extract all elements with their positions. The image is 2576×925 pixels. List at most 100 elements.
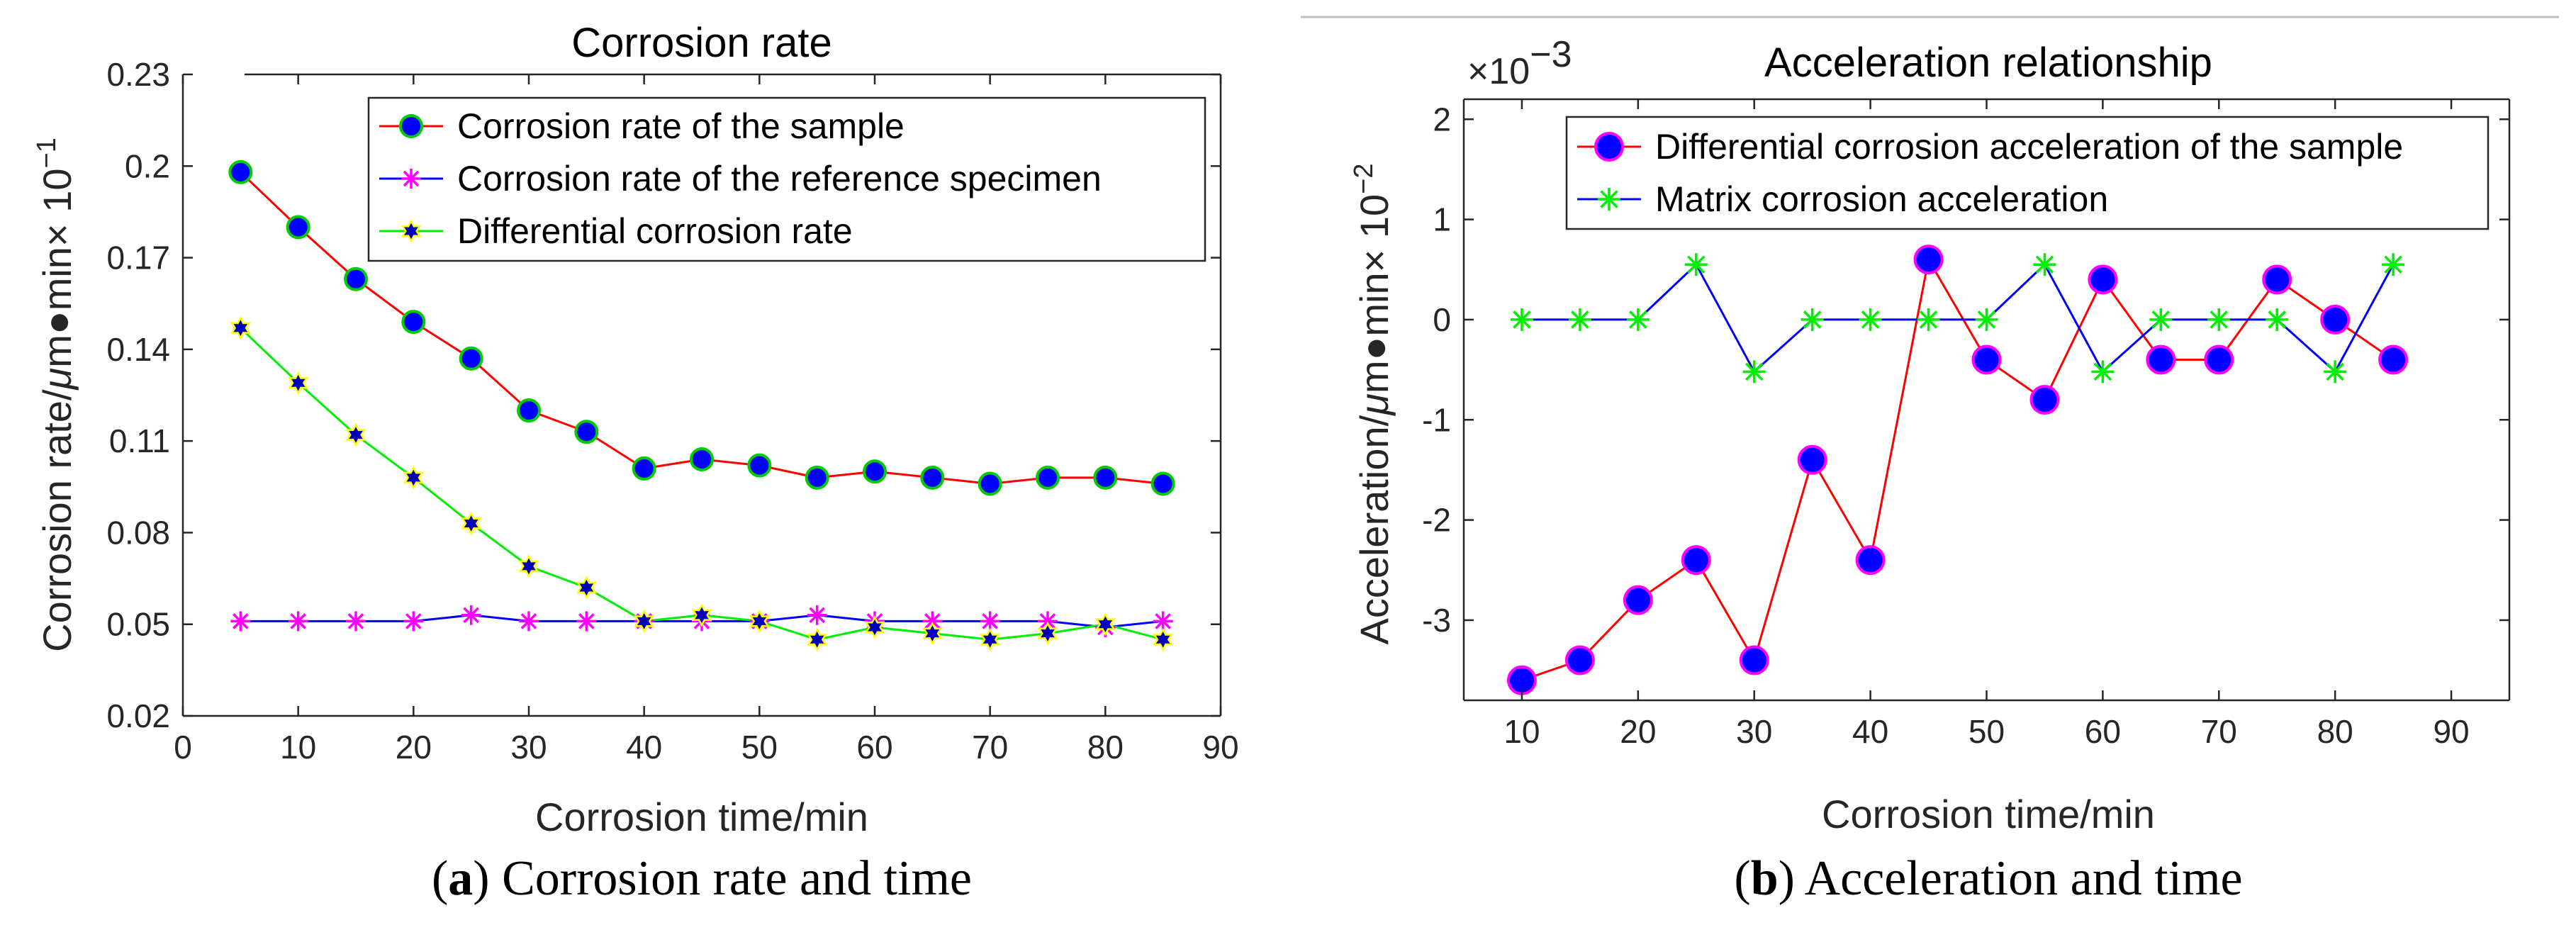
data-point-s2-8	[691, 603, 712, 627]
data-point-s0-14	[2320, 304, 2351, 335]
data-point-s1-3	[403, 611, 424, 632]
chart-a-y-label-main: Corrosion rate/	[35, 389, 79, 652]
x-tick-label: 0	[174, 729, 192, 766]
data-point-s2-11	[864, 615, 885, 639]
y-tick-label: 0.08	[106, 514, 170, 551]
chart-b-x-label: Corrosion time/min	[1822, 792, 2155, 836]
data-point-s0-10	[2088, 264, 2118, 295]
data-point-s0-11	[863, 459, 887, 484]
data-point-s1-4	[1742, 360, 1766, 383]
legend-label-0: Corrosion rate of the sample	[457, 106, 905, 146]
chart-b: 10 20 30 40 50 60 70 80 90 -3 -2 -1 0 1 2 Acceleratio…	[1349, 34, 2511, 906]
data-point-s2-12	[922, 621, 943, 646]
data-point-s0-3	[401, 310, 426, 335]
y-tick-label: 0.05	[106, 606, 170, 643]
x-tick-label: 80	[2317, 713, 2353, 750]
data-point-s1-10	[2091, 360, 2115, 383]
data-point-s0-12	[2204, 344, 2234, 375]
data-point-s1-2	[1626, 308, 1650, 331]
x-tick-label: 30	[510, 729, 547, 766]
data-point-s2-6	[576, 576, 597, 600]
data-point-s0-5	[517, 398, 541, 423]
legend-marker-0	[1594, 132, 1624, 162]
data-point-s1-11	[2149, 308, 2173, 331]
chart-b-caption-open: (	[1734, 851, 1750, 906]
x-tick-label: 40	[626, 729, 662, 766]
x-tick-label: 60	[2085, 713, 2121, 750]
data-point-s0-4	[459, 346, 483, 371]
chart-a-y-label-rest: m●min× 10	[35, 169, 79, 368]
legend-label-1: Corrosion rate of the reference specimen	[457, 159, 1102, 198]
y-tick-label: -2	[1422, 502, 1451, 539]
chart-b-x-ticks: 10 20 30 40 50 60 70 80 90	[1503, 99, 2470, 750]
data-point-s1-0	[1510, 308, 1533, 331]
chart-a-caption-text: Corrosion rate and time	[502, 851, 972, 906]
x-tick-label: 10	[280, 729, 316, 766]
x-tick-label: 50	[741, 729, 778, 766]
legend-marker-1	[1598, 188, 1620, 211]
data-point-s1-8	[1975, 308, 1998, 331]
data-point-s0-12	[920, 465, 945, 490]
chart-b-caption-text: Acceleration and time	[1805, 851, 2243, 906]
chart-a-y-label-exp: −1	[32, 138, 62, 168]
data-point-s1-13	[2266, 308, 2289, 331]
data-point-s0-15	[1093, 465, 1118, 490]
chart-a-y-ticks: 0.02 0.05 0.08 0.11 0.14 0.17 0.2 0.23	[106, 56, 1221, 734]
y-tick-label: 1	[1433, 201, 1451, 238]
data-point-s1-14	[2324, 360, 2347, 383]
chart-a-y-label-mu: μ	[35, 368, 79, 391]
data-point-s1-12	[2207, 308, 2231, 331]
y-tick-label: 0.2	[125, 147, 170, 184]
chart-b-caption-close: )	[1779, 851, 1805, 906]
data-point-s0-0	[1506, 665, 1537, 695]
x-tick-label: 20	[396, 729, 432, 766]
x-tick-label: 80	[1087, 729, 1124, 766]
data-point-s0-3	[1681, 545, 1711, 576]
data-point-s0-5	[1797, 444, 1827, 475]
chart-b-legend-box	[1565, 116, 2490, 230]
data-point-s1-5	[1801, 308, 1824, 331]
y-tick-label: 2	[1433, 101, 1451, 138]
data-point-s0-10	[805, 465, 829, 490]
chart-b-series	[1506, 245, 2409, 695]
data-point-s0-2	[1623, 585, 1653, 615]
x-tick-label: 90	[1202, 729, 1238, 766]
chart-b-title: Acceleration relationship	[1764, 40, 2212, 86]
y-tick-label: 0.23	[106, 56, 170, 93]
chart-b-y-label: Acceleration/μm●min× 10−2	[1349, 163, 1396, 644]
data-point-s0-1	[286, 215, 310, 240]
y-tick-label: 0	[1433, 301, 1451, 338]
chart-a-series	[228, 159, 1175, 652]
data-point-s2-1	[288, 371, 309, 396]
chart-b-y-label-mu: μ	[1352, 393, 1396, 417]
data-point-s1-7	[1917, 308, 1940, 331]
chart-a-x-ticks: 0 10 20 30 40 50 60 70 80 90	[174, 74, 1239, 766]
x-tick-label: 70	[2201, 713, 2237, 750]
data-point-s2-4	[461, 511, 482, 536]
data-point-s0-6	[574, 420, 599, 444]
data-point-s0-2	[344, 267, 368, 291]
data-point-s0-6	[1855, 545, 1886, 576]
data-point-s0-15	[2378, 344, 2409, 375]
chart-a-caption-letter: a	[448, 851, 473, 906]
chart-b-caption: (b) Acceleration and time	[1734, 851, 2242, 906]
chart-b-y-label-main: Acceleration/	[1352, 415, 1396, 644]
x-tick-label: 70	[972, 729, 1008, 766]
chart-a-legend-box	[367, 96, 1206, 262]
legend-marker-1	[401, 169, 421, 189]
data-point-s1-12	[922, 611, 943, 632]
chart-a-caption: (a) Corrosion rate and time	[432, 851, 972, 906]
data-point-s0-11	[2146, 344, 2176, 375]
x-tick-label: 50	[1969, 713, 2005, 750]
data-point-s1-3	[1684, 253, 1708, 276]
chart-a-x-label: Corrosion time/min	[535, 795, 868, 839]
x-tick-label: 10	[1503, 713, 1540, 750]
legend-marker-0	[399, 114, 423, 138]
legend-label-0: Differential corrosion acceleration of t…	[1655, 127, 2403, 167]
data-point-s2-2	[345, 422, 366, 447]
y-tick-label: 0.17	[106, 240, 170, 276]
data-point-s1-16	[1153, 611, 1173, 632]
legend-label-1: Matrix corrosion acceleration	[1655, 179, 2108, 219]
data-point-s2-14	[1037, 621, 1058, 646]
x-tick-label: 40	[1852, 713, 1888, 750]
